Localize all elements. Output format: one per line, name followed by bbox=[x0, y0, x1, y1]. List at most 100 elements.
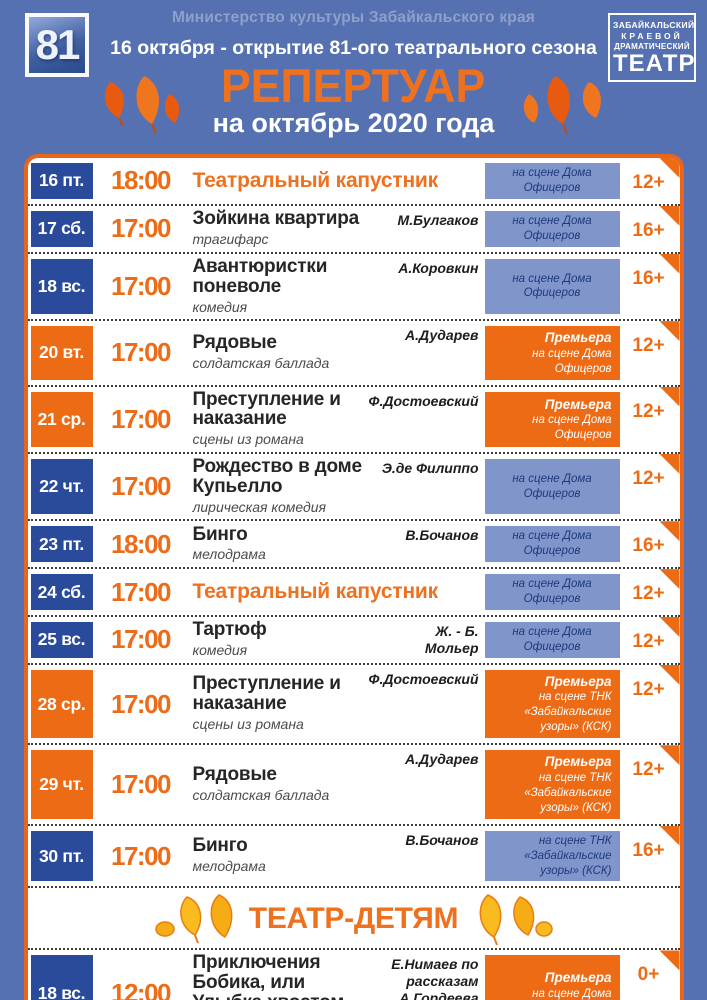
show-time: 17:00 bbox=[111, 270, 172, 301]
show-date: 21 ср. bbox=[37, 408, 86, 429]
show-date: 28 ср. bbox=[37, 693, 86, 714]
show-genre: сцены из романа bbox=[192, 716, 304, 733]
venue-text: на сцене Дома Офицеров bbox=[512, 578, 592, 606]
show-title: Тартюф bbox=[192, 619, 267, 641]
show-genre: мелодрама bbox=[192, 546, 266, 563]
show-time: 17:00 bbox=[111, 840, 172, 871]
venue-text: на сцене ТНК «Забайкальские узоры» (КСК) bbox=[524, 834, 612, 877]
age-rating: 16+ bbox=[632, 839, 665, 861]
yellow-leaves-icon bbox=[479, 894, 553, 946]
show-title: Приключения Бобика, или Улыбка хвостом bbox=[192, 952, 345, 1000]
age-rating: 0+ bbox=[637, 964, 660, 986]
schedule-row: 24 сб. 17:00 Театральный капустник на сц… bbox=[27, 569, 680, 618]
age-rating: 12+ bbox=[632, 335, 665, 357]
age-rating: 16+ bbox=[632, 267, 665, 289]
venue-text: на сцене Дома Офицеров bbox=[532, 347, 612, 375]
schedule-row: 20 вт. 17:00 Рядовые солдатская баллада … bbox=[27, 321, 680, 387]
venue-box: Премьера на сцене Дома Офицеров bbox=[484, 391, 620, 447]
schedule-row: 28 ср. 17:00 Преступление и наказание сц… bbox=[27, 664, 680, 746]
schedule-row: 23 пт. 18:00 Бинго мелодрама В.Бочанов н… bbox=[27, 521, 680, 570]
show-time: 17:00 bbox=[111, 688, 172, 719]
show-genre: солдатская баллада bbox=[192, 786, 330, 803]
age-rating: 16+ bbox=[632, 219, 665, 241]
show-info: Рядовые солдатская баллада bbox=[189, 763, 379, 804]
show-date: 22 чт. bbox=[39, 476, 84, 497]
venue-text: на сцене Дома Офицеров bbox=[512, 626, 592, 653]
show-genre: комедия bbox=[192, 298, 248, 315]
children-section-header: ТЕАТР-ДЕТЯМ bbox=[27, 888, 680, 951]
schedule-card: 16 пт. 18:00 Театральный капустник на сц… bbox=[23, 154, 684, 1000]
show-title: Рядовые bbox=[192, 763, 277, 785]
schedule-row: 18 вс. 17:00 Авантюристки поневоле комед… bbox=[27, 253, 680, 322]
season-number: 81 bbox=[35, 21, 81, 68]
show-date: 23 пт. bbox=[39, 533, 84, 554]
show-info: Театральный капустник bbox=[189, 581, 479, 603]
age-rating: 12+ bbox=[632, 583, 665, 605]
theater-logo: ЗАБАЙКАЛЬСКИЙ КРАЕВОЙ ДРАМАТИЧЕСКИЙ ТЕАТ… bbox=[608, 13, 696, 82]
age-rating: 12+ bbox=[632, 678, 665, 700]
show-author: А.Коровкин bbox=[398, 259, 479, 276]
show-genre: сцены из романа bbox=[192, 431, 304, 448]
premiere-badge: Премьера bbox=[544, 673, 612, 689]
show-genre: трагифарс bbox=[192, 231, 269, 248]
show-time: 17:00 bbox=[111, 624, 172, 655]
date-badge: 18 вс. bbox=[30, 955, 93, 1000]
show-info: Бинго мелодрама bbox=[189, 523, 379, 564]
age-rating: 12+ bbox=[632, 759, 665, 781]
show-date: 18 вс. bbox=[37, 275, 86, 296]
schedule-row: 22 чт. 17:00 Рождество в доме Купьелло л… bbox=[27, 453, 680, 522]
venue-box: на сцене ТНК «Забайкальские узоры» (КСК) bbox=[484, 830, 620, 882]
show-time: 17:00 bbox=[111, 213, 172, 244]
date-badge: 17 сб. bbox=[30, 210, 93, 247]
age-rating: 12+ bbox=[632, 172, 665, 193]
venue-box: на сцене Дома Офицеров bbox=[484, 458, 620, 515]
show-author: М.Булгаков bbox=[397, 211, 479, 228]
venue-text: на сцене Дома Офицеров bbox=[532, 414, 612, 441]
venue-text: на сцене Дома Офицеров bbox=[512, 472, 592, 500]
age-rating: 12+ bbox=[632, 631, 665, 653]
premiere-badge: Премьера bbox=[544, 754, 612, 770]
show-date: 18 вс. bbox=[37, 982, 86, 1000]
date-badge: 20 вт. bbox=[30, 326, 93, 380]
show-time: 18:00 bbox=[111, 165, 172, 196]
show-time: 17:00 bbox=[111, 768, 172, 799]
schedule-row: 29 чт. 17:00 Рядовые солдатская баллада … bbox=[27, 745, 680, 826]
age-rating: 12+ bbox=[632, 467, 665, 489]
children-schedule-rows: 18 вс. 12:00 Приключения Бобика, или Улы… bbox=[28, 950, 680, 1000]
show-info: Зойкина квартира трагифарс bbox=[189, 209, 379, 248]
date-badge: 24 сб. bbox=[30, 574, 93, 611]
show-info: Бинго мелодрама bbox=[189, 836, 379, 875]
venue-text: на сцене ТНК «Забайкальские узоры» (КСК) bbox=[524, 771, 612, 814]
venue-box: на сцене Дома Офицеров bbox=[484, 258, 620, 315]
show-title: Преступление и наказание bbox=[192, 388, 341, 430]
show-author: Ф.Достоевский bbox=[368, 670, 479, 687]
show-author: Э.де Филиппо bbox=[381, 459, 479, 476]
venue-text: на сцене Дома Офицеров bbox=[532, 987, 612, 1000]
show-genre: лирическая комедия bbox=[192, 498, 327, 515]
venue-text: на сцене ТНК «Забайкальские узоры» (КСК) bbox=[524, 691, 612, 734]
show-date: 16 пт. bbox=[39, 170, 84, 191]
premiere-badge: Премьера bbox=[544, 970, 612, 986]
main-schedule-rows: 16 пт. 18:00 Театральный капустник на сц… bbox=[27, 158, 680, 889]
venue-box: на сцене Дома Офицеров bbox=[484, 622, 620, 658]
venue-text: на сцене Дома Офицеров bbox=[512, 214, 592, 242]
show-info: Авантюристки поневоле комедия bbox=[189, 256, 379, 316]
poster-title-block: РЕПЕРТУАР на октябрь 2020 года bbox=[0, 62, 707, 146]
venue-box: Премьера на сцене ТНК «Забайкальские узо… bbox=[484, 750, 620, 819]
show-date: 20 вт. bbox=[39, 342, 84, 363]
autumn-leaves-icon bbox=[523, 76, 601, 135]
show-info: Приключения Бобика, или Улыбка хвостом с… bbox=[189, 953, 379, 1000]
theater-logo-line2: КРАЕВОЙ bbox=[621, 31, 683, 41]
show-time: 17:00 bbox=[111, 576, 172, 607]
show-author: Ж. - Б. Мольер bbox=[424, 623, 479, 656]
show-date: 29 чт. bbox=[39, 773, 84, 794]
show-date: 24 сб. bbox=[37, 581, 86, 602]
show-author: Ф.Достоевский bbox=[368, 392, 479, 409]
show-author: В.Бочанов bbox=[405, 831, 479, 848]
show-title: Бинго bbox=[192, 835, 248, 857]
schedule-row: 18 вс. 12:00 Приключения Бобика, или Улы… bbox=[28, 950, 680, 1000]
show-date: 30 пт. bbox=[39, 845, 84, 866]
show-title: Бинго bbox=[192, 523, 248, 545]
show-title: Театральный капустник bbox=[192, 580, 439, 604]
show-info: Рождество в доме Купьелло лирическая ком… bbox=[189, 456, 379, 516]
